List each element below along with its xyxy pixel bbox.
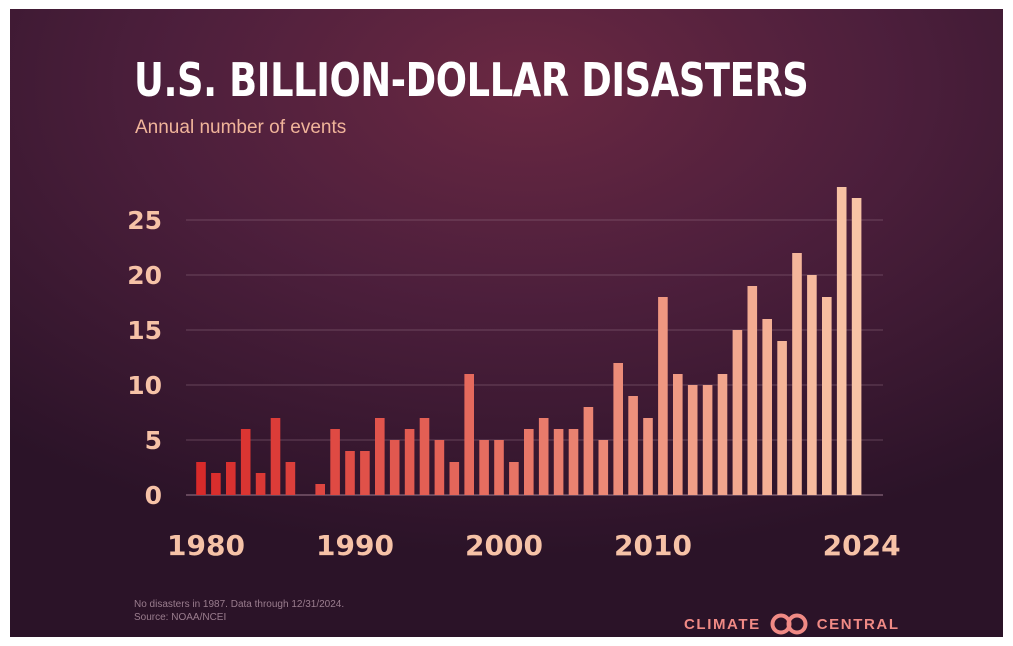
bar-1984 [255, 473, 266, 495]
bar-2013 [687, 385, 698, 495]
bar-1990 [345, 451, 355, 495]
source-line: Source: NOAA/NCEI [134, 612, 227, 623]
x-tick-label: 2010 [614, 529, 692, 562]
bar-2009 [628, 396, 638, 495]
bar-1982 [226, 462, 236, 495]
bar-2010 [643, 418, 653, 495]
bar-2019 [777, 341, 787, 495]
bar-2005 [568, 429, 579, 495]
bars [196, 187, 862, 495]
bar-2015 [717, 374, 728, 495]
x-tick-label: 2024 [823, 529, 901, 562]
bar-2022 [822, 297, 832, 495]
bar-2006 [583, 407, 594, 495]
y-axis-ticks: 0 5 10 15 20 25 [127, 206, 162, 510]
bar-2018 [762, 319, 772, 495]
footnote: No disasters in 1987. Data through 12/31… [134, 598, 344, 624]
bar-2024 [851, 198, 862, 495]
x-tick-label: 1990 [316, 529, 394, 562]
bar-2001 [509, 462, 519, 495]
bar-2004 [553, 429, 564, 495]
bar-1993 [389, 440, 400, 495]
bar-1981 [211, 473, 221, 495]
bar-2017 [747, 286, 758, 495]
y-tick-label: 10 [127, 371, 162, 400]
bar-1995 [419, 418, 430, 495]
bar-1999 [479, 440, 489, 495]
chart-subtitle: Annual number of events [135, 117, 347, 138]
bar-2003 [538, 418, 549, 495]
bar-1980 [196, 462, 206, 495]
y-tick-label: 5 [145, 426, 162, 455]
y-tick-label: 20 [127, 261, 162, 290]
chart-title: U.S. BILLION-DOLLAR DISASTERS [134, 53, 809, 107]
bar-1989 [330, 429, 340, 495]
bar-2008 [613, 363, 623, 495]
bar-2000 [494, 440, 504, 495]
bar-2014 [702, 385, 713, 495]
y-tick-label: 25 [127, 206, 162, 235]
bar-1983 [240, 429, 251, 495]
footnote-line: No disasters in 1987. Data through 12/31… [134, 599, 345, 610]
bar-1994 [404, 429, 415, 495]
bar-2002 [524, 429, 534, 495]
bar-1992 [375, 418, 385, 495]
interlocking-rings-icon [770, 613, 808, 635]
bar-2020 [792, 253, 802, 495]
bar-chart: 0 5 10 15 20 25 1980 1990 2000 2010 2024 [127, 187, 901, 562]
bar-2012 [673, 374, 683, 495]
bar-2023 [836, 187, 847, 495]
bar-2007 [598, 440, 609, 495]
bar-2011 [658, 297, 668, 495]
bar-1997 [449, 462, 460, 495]
brand-left-text: CLIMATE [684, 615, 761, 633]
bar-1986 [285, 462, 296, 495]
bar-1985 [270, 418, 281, 495]
y-tick-label: 15 [127, 316, 162, 345]
x-tick-label: 1980 [167, 529, 245, 562]
bar-1996 [434, 440, 445, 495]
bar-2016 [732, 330, 743, 495]
bar-2021 [807, 275, 817, 495]
brand-right-text: CENTRAL [816, 615, 900, 633]
brand-logo: CLIMATE CENTRAL [684, 613, 900, 635]
bar-1998 [464, 374, 474, 495]
bar-1988 [315, 484, 325, 495]
y-tick-label: 0 [145, 481, 162, 510]
bar-1991 [360, 451, 370, 495]
chart-card: U.S. BILLION-DOLLAR DISASTERS Annual num… [10, 9, 1003, 637]
x-tick-label: 2000 [465, 529, 543, 562]
x-axis-ticks: 1980 1990 2000 2010 2024 [167, 529, 901, 562]
